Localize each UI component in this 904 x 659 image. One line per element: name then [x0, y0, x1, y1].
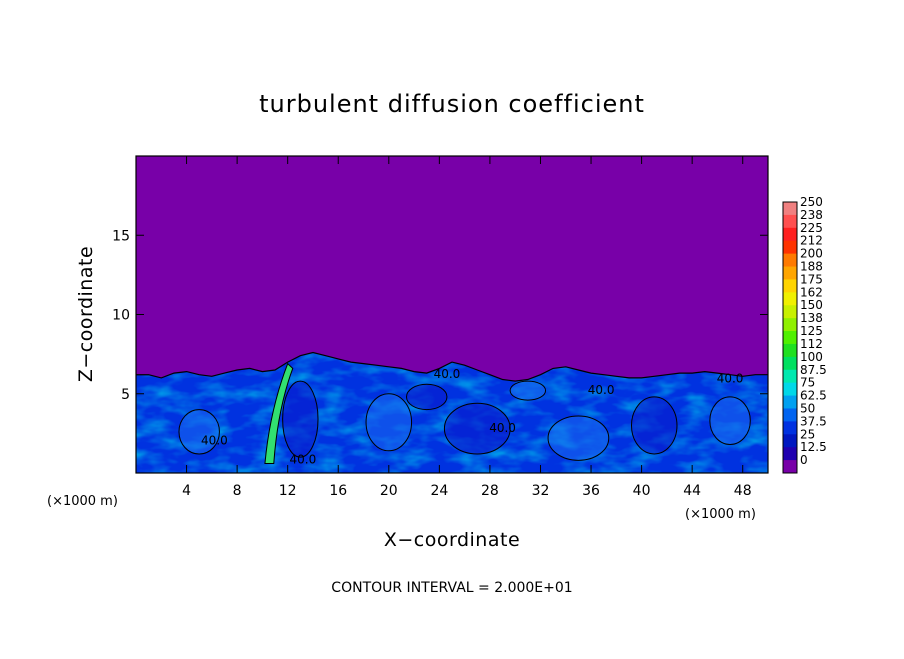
- eddy-contour: [547, 415, 610, 461]
- colorbar-swatch: [783, 460, 797, 474]
- x-axis-label: X−coordinate: [384, 529, 520, 551]
- colorbar-swatch: [783, 331, 797, 345]
- colorbar-swatch: [783, 266, 797, 280]
- colorbar-label: 150: [800, 298, 823, 312]
- y-axis-ticks: 5 10 15: [112, 228, 768, 403]
- colorbar-label: 12.5: [800, 440, 827, 454]
- x-tick-label: 32: [532, 483, 550, 499]
- colorbar-swatch: [783, 421, 797, 435]
- colorbar-label: 112: [800, 337, 823, 351]
- eddy-contour: [630, 396, 678, 455]
- x-tick-label: 24: [430, 483, 448, 499]
- x-unit-left: (×1000 m): [47, 494, 118, 509]
- x-tick-label: 4: [182, 483, 191, 499]
- colorbar-swatch: [783, 343, 797, 358]
- x-tick-label: 44: [683, 483, 701, 499]
- colorbar-swatch: [783, 447, 797, 461]
- y-tick-label: 15: [112, 228, 130, 244]
- colorbar-swatch: [783, 305, 797, 319]
- contour-label: 40.0: [588, 383, 615, 397]
- colorbar-swatch: [783, 240, 797, 255]
- x-tick-label: 8: [233, 483, 242, 499]
- colorbar-label: 75: [800, 376, 815, 390]
- colorbar-label: 62.5: [800, 389, 827, 403]
- colorbar-label: 138: [800, 311, 823, 325]
- eddy-contour: [709, 396, 751, 445]
- colorbar-frame: [782, 201, 798, 474]
- chart-title: turbulent diffusion coefficient: [259, 90, 645, 118]
- contour-labels: 40.0 40.0 40.0 40.0 40.0 40.0: [201, 367, 743, 467]
- colorbar-label: 50: [800, 401, 815, 415]
- colorbar-swatch: [783, 434, 797, 448]
- x-tick-label: 12: [279, 483, 297, 499]
- contour-interval-note: CONTOUR INTERVAL = 2.000E+01: [331, 580, 572, 596]
- x-tick-label: 40: [633, 483, 651, 499]
- colorbar-swatch: [783, 292, 797, 306]
- contour-label: 40.0: [289, 452, 316, 466]
- x-unit-right: (×1000 m): [685, 507, 756, 522]
- x-tick-label: 36: [582, 483, 600, 499]
- colorbar-label: 188: [800, 260, 823, 274]
- colorbar-swatch: [783, 408, 797, 422]
- colorbar-swatch: [783, 227, 797, 242]
- eddy-contour: [178, 409, 220, 455]
- colorbar: 2502382252122001881751621501381251121008…: [782, 195, 827, 474]
- colorbar-swatch: [783, 279, 797, 293]
- colorbar-swatch: [783, 214, 797, 229]
- colorbar-swatch: [783, 369, 797, 384]
- colorbar-swatch: [783, 356, 797, 371]
- y-tick-label: 5: [121, 387, 130, 403]
- colorbar-label: 87.5: [800, 363, 827, 377]
- colorbar-label: 162: [800, 285, 823, 299]
- colorbar-label: 125: [800, 324, 823, 338]
- colorbar-swatch: [783, 382, 797, 397]
- y-tick-label: 10: [112, 308, 130, 324]
- colorbar-label: 212: [800, 234, 823, 248]
- eddy-contour: [443, 402, 511, 455]
- eddy-contour: [282, 380, 319, 458]
- colorbar-swatch: [783, 202, 797, 216]
- colorbar-label: 225: [800, 221, 823, 235]
- colorbar-label: 175: [800, 272, 823, 286]
- colorbar-swatch: [783, 253, 797, 268]
- contour-label: 40.0: [201, 433, 228, 447]
- colorbar-label: 238: [800, 208, 823, 222]
- contour-label: 40.0: [489, 421, 516, 435]
- eddy-contour: [509, 380, 547, 401]
- colorbar-label: 0: [800, 453, 808, 467]
- y-axis-label: Z−coordinate: [75, 246, 97, 382]
- eddy-contour: [405, 383, 448, 411]
- colorbar-label: 200: [800, 247, 823, 261]
- x-tick-label: 48: [734, 483, 752, 499]
- eddy-contours: [178, 362, 751, 464]
- boundary-layer-contour: [136, 351, 768, 382]
- eddy-contour: [365, 393, 413, 452]
- colorbar-swatch: [783, 395, 797, 409]
- x-axis-ticks: 4 8 12 16 20 24 28 32 36 40 44 48: [182, 156, 752, 499]
- x-tick-label: 16: [329, 483, 347, 499]
- contour-label: 40.0: [717, 372, 744, 386]
- x-tick-label: 20: [380, 483, 398, 499]
- colorbar-label: 37.5: [800, 414, 827, 428]
- colorbar-label: 25: [800, 427, 815, 441]
- colorbar-label: 250: [800, 195, 823, 209]
- colorbar-label: 100: [800, 350, 823, 364]
- x-tick-label: 28: [481, 483, 499, 499]
- colorbar-swatch: [783, 318, 797, 332]
- plot-area: 40.0 40.0 40.0 40.0 40.0 40.0: [135, 155, 769, 474]
- contour-label: 40.0: [434, 367, 461, 381]
- high-value-streak: [264, 362, 294, 464]
